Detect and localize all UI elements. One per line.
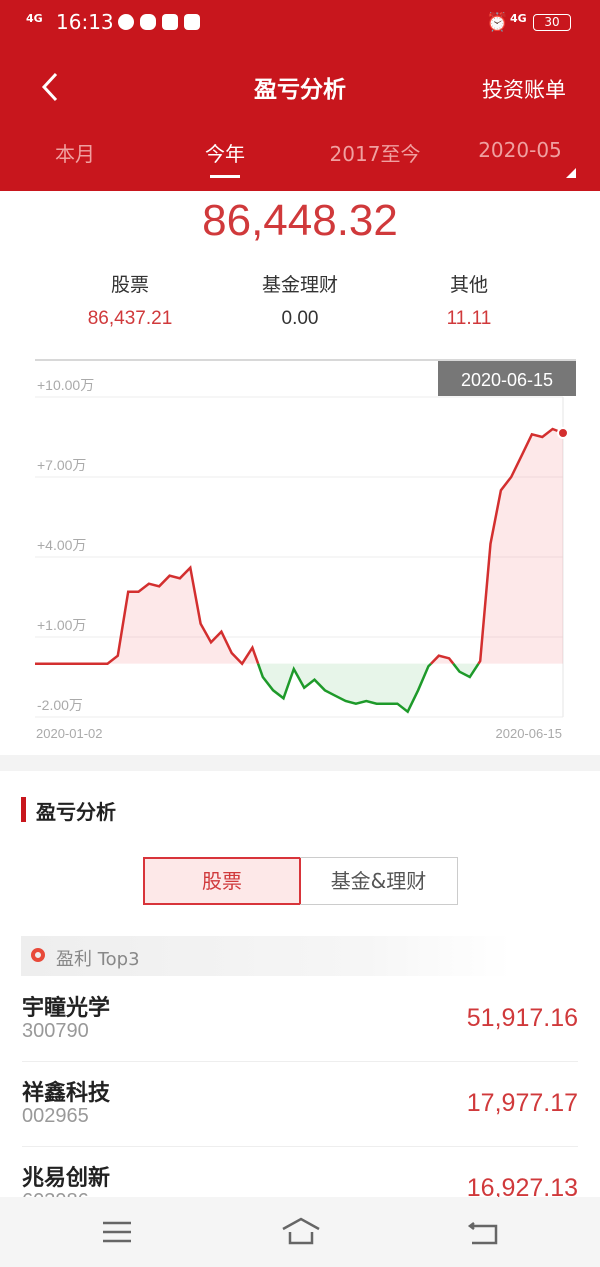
system-nav-bar [0, 1197, 600, 1267]
loss-line [452, 662, 480, 679]
stock-row[interactable]: 宇瞳光学 300790 51,917.16 [0, 980, 600, 1062]
tooltip-box [438, 361, 576, 396]
section-divider [0, 755, 600, 771]
tab-this-month[interactable]: 本月 [55, 142, 95, 166]
home-icon[interactable] [281, 1215, 321, 1247]
profit-line [430, 654, 455, 665]
loss-area [258, 663, 431, 712]
row-divider [22, 1061, 578, 1062]
notification-icons [118, 14, 200, 30]
stock-code: 300790 [22, 1020, 89, 1042]
stock-code: 603986 [22, 1190, 89, 1197]
category-value: 11.11 [446, 308, 492, 329]
stock-name: 宇瞳光学 [22, 996, 111, 1021]
y-tick-label: +7.00万 [37, 457, 86, 473]
tab-this-year[interactable]: 今年 [205, 142, 245, 166]
profit-line [477, 427, 564, 665]
stock-profit: 51,917.16 [466, 1004, 578, 1032]
category-value: 86,437.21 [87, 308, 173, 329]
category-value: 0.00 [281, 308, 319, 329]
seg-funds[interactable]: 基金&理财 [300, 857, 458, 905]
profit-dot-icon [31, 948, 45, 962]
profit-line [35, 565, 260, 666]
signal-icon: 4G [26, 12, 43, 25]
category-label: 股票 [110, 274, 149, 296]
active-tab-indicator [210, 175, 240, 178]
network-icon: 4G [510, 12, 527, 25]
app-icon [184, 14, 200, 30]
menu-icon[interactable] [100, 1219, 134, 1245]
row-divider [22, 1146, 578, 1147]
app-icon [118, 14, 134, 30]
stock-list: 宇瞳光学 300790 51,917.16 祥鑫科技 002965 17,977… [0, 980, 600, 1197]
y-tick-label: +10.00万 [37, 377, 94, 393]
stock-profit: 17,977.17 [466, 1089, 578, 1117]
x-label-start: 2020-01-02 [36, 726, 103, 741]
stock-row[interactable]: 祥鑫科技 002965 17,977.17 [0, 1065, 600, 1147]
y-tick-label: -2.00万 [37, 697, 83, 713]
chevron-left-icon [41, 72, 58, 102]
stock-name: 祥鑫科技 [22, 1081, 111, 1106]
dropdown-corner-icon [566, 168, 576, 178]
seg-stocks[interactable]: 股票 [143, 857, 301, 905]
tab-since-2017[interactable]: 2017至今 [329, 142, 421, 166]
battery-icon: 30 [533, 14, 571, 31]
y-tick-label: +4.00万 [37, 537, 86, 553]
stock-name: 兆易创新 [22, 1166, 111, 1191]
category-label: 基金理财 [261, 274, 338, 296]
profit-chart[interactable]: +10.00万 +7.00万 +4.00万 +1.00万 -2.00万 2020-06-… [0, 350, 600, 750]
tooltip-date: 2020-06-15 [461, 370, 553, 390]
investment-bill-link[interactable]: 投资账单 [482, 78, 566, 102]
top3-header: 盈利 Top3 [21, 936, 511, 976]
y-tick-label: +1.00万 [37, 617, 86, 633]
alarm-icon: ⏰ [486, 12, 509, 33]
loss-area [453, 663, 479, 677]
current-point-marker [557, 427, 569, 439]
section-title: 盈亏分析 [36, 800, 116, 824]
wechat-icon [140, 14, 156, 30]
x-label-end: 2020-06-15 [496, 726, 563, 741]
category-label: 其他 [449, 274, 488, 296]
top3-label: 盈利 Top3 [56, 949, 140, 970]
status-time: 16:13 [56, 10, 114, 34]
section-accent-bar [21, 797, 26, 822]
app-header: 4G 16:13 ⏰ 4G 30 盈亏分析 投资账单 本月 今年 2017至今 … [0, 0, 600, 191]
back-nav-icon[interactable] [466, 1217, 500, 1247]
stock-profit: 16,927.13 [466, 1174, 578, 1197]
profit-area [431, 655, 454, 664]
profit-area [478, 429, 563, 664]
page-title: 盈亏分析 [254, 77, 346, 103]
profit-area [35, 567, 259, 664]
tab-month-select[interactable]: 2020-05 [478, 138, 562, 162]
loss-line [256, 662, 432, 714]
video-icon [162, 14, 178, 30]
stock-row[interactable]: 兆易创新 603986 16,927.13 [0, 1150, 600, 1197]
total-profit: 86,448.32 [202, 196, 398, 245]
back-button[interactable] [32, 66, 72, 106]
stock-code: 002965 [22, 1105, 89, 1127]
